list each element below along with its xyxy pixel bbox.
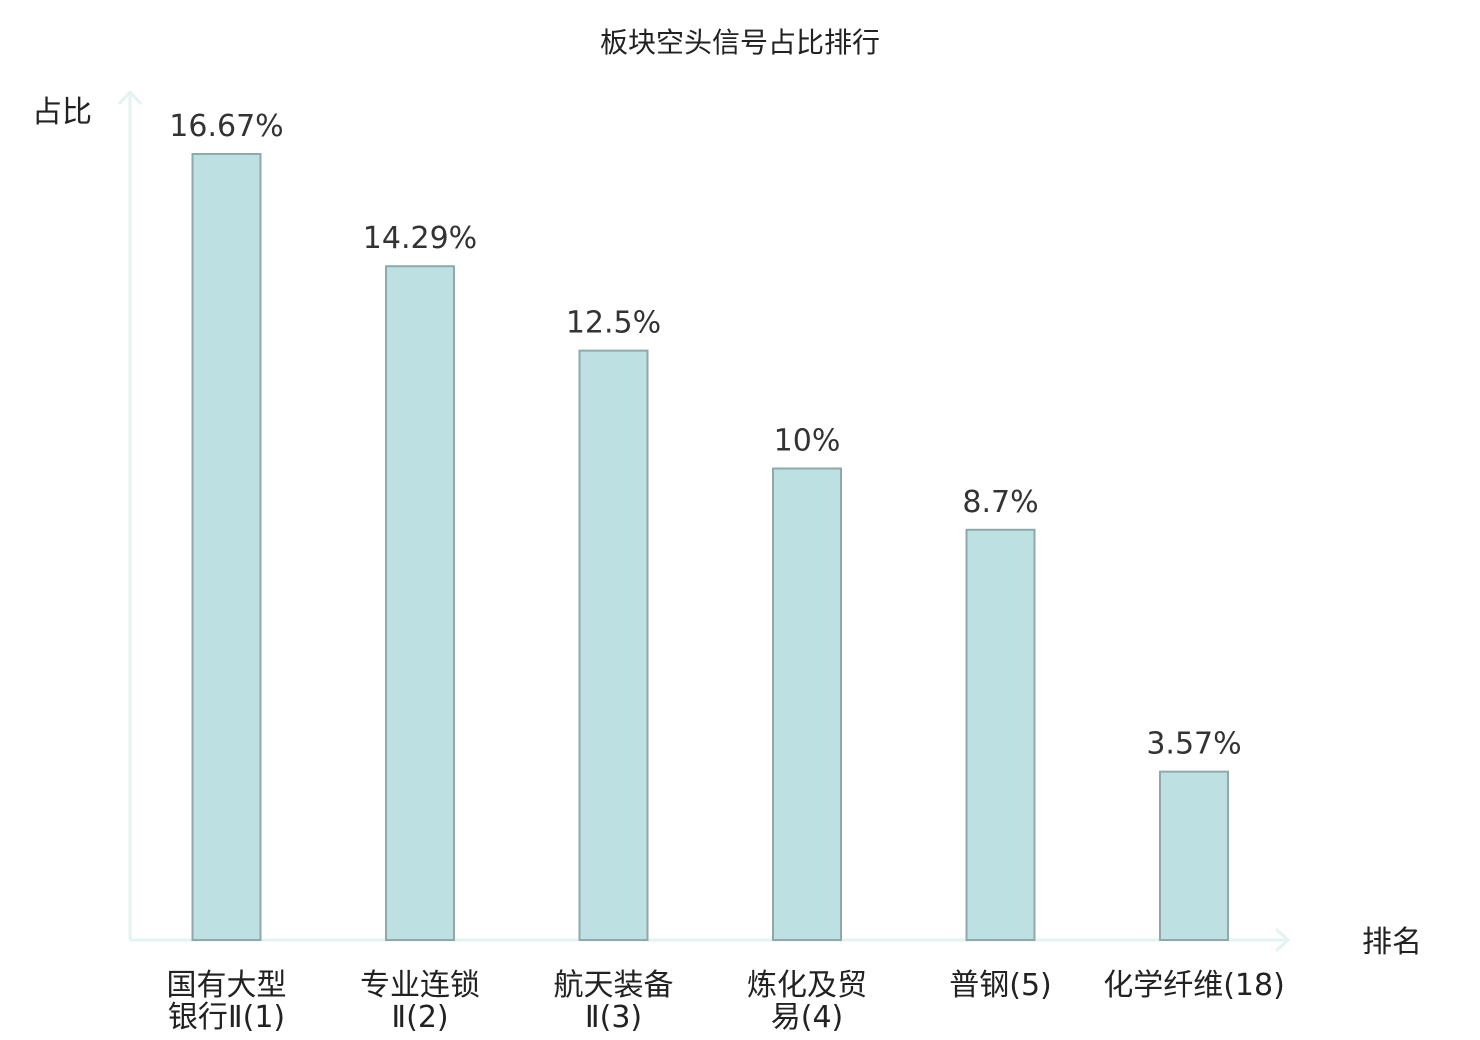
- data-label-6: 3.57%: [1146, 727, 1241, 762]
- category-label-line: 易(4): [771, 1000, 844, 1035]
- category-label-line: 化学纤维(18): [1103, 968, 1285, 1003]
- data-label-2: 14.29%: [363, 221, 477, 256]
- bar-6: [1159, 770, 1229, 942]
- data-label-3: 12.5%: [566, 306, 661, 341]
- data-label-5: 8.7%: [962, 485, 1038, 520]
- x-axis-label: 排名: [1362, 925, 1422, 960]
- category-label-line: 专业连锁: [360, 968, 480, 1003]
- chart-title: 板块空头信号占比排行: [600, 26, 880, 59]
- axes: [117, 89, 1291, 953]
- category-label-line: 国有大型: [167, 968, 287, 1003]
- category-label-line: Ⅱ(2): [391, 1000, 448, 1035]
- y-axis-label: 占比: [32, 95, 92, 130]
- bars-group: [191, 153, 1229, 942]
- data-label-4: 10%: [774, 423, 841, 458]
- category-label-line: 炼化及贸: [747, 968, 867, 1003]
- category-label-1: 国有大型银行Ⅱ(1): [167, 968, 287, 1035]
- bar-1: [191, 153, 262, 941]
- category-label-line: 银行Ⅱ(1): [168, 1000, 285, 1035]
- category-label-line: 普钢(5): [949, 968, 1052, 1003]
- x-axis-arrow-icon: [1274, 927, 1291, 953]
- bar-2: [385, 265, 455, 941]
- bar-4: [772, 467, 842, 941]
- category-label-6: 化学纤维(18): [1103, 968, 1285, 1003]
- category-label-5: 普钢(5): [949, 968, 1052, 1003]
- category-label-3: 航天装备 Ⅱ(3): [554, 968, 674, 1035]
- y-axis-arrow-icon: [117, 89, 143, 106]
- category-label-2: 专业连锁 Ⅱ(2): [360, 968, 480, 1035]
- category-label-line: 航天装备: [554, 968, 674, 1003]
- bar-5: [965, 528, 1036, 941]
- labels-group: 16.67%国有大型银行Ⅱ(1)14.29%专业连锁 Ⅱ(2)12.5%航天装备 Ⅱ…: [167, 109, 1285, 1035]
- data-label-1: 16.67%: [169, 109, 283, 144]
- bar-3: [578, 349, 649, 942]
- category-label-line: Ⅱ(3): [585, 1000, 642, 1035]
- category-label-4: 炼化及贸易(4): [747, 968, 867, 1035]
